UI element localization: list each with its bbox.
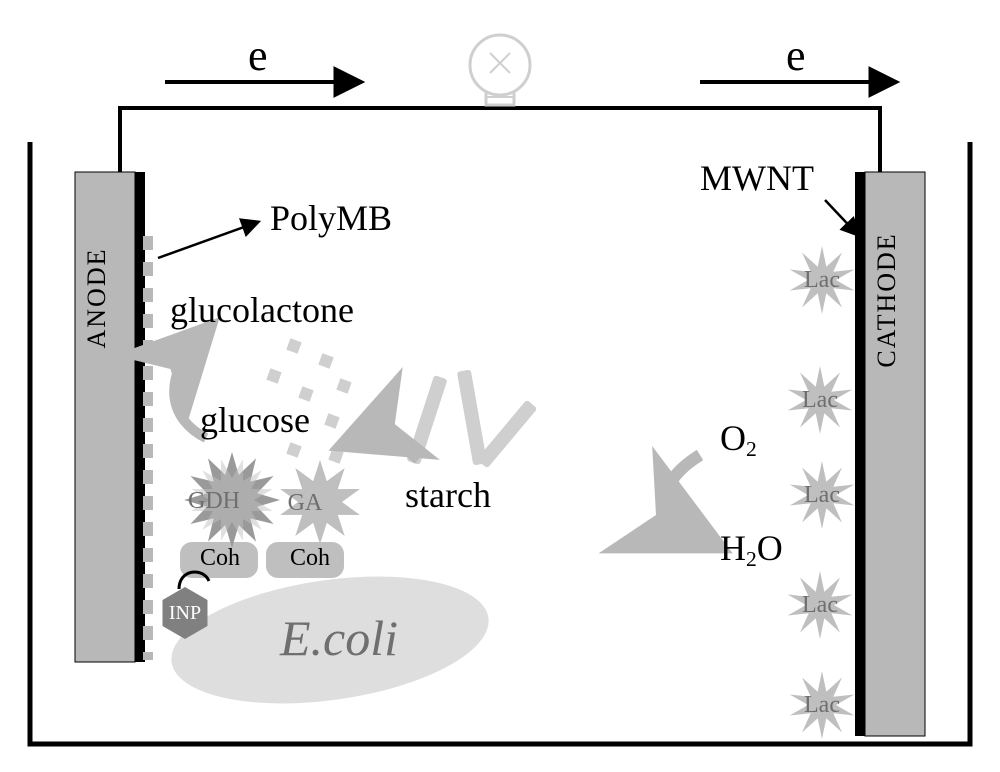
anode-label: ANODE: [82, 248, 111, 349]
polymb-pointer-arrow: [158, 222, 258, 258]
lac-label-0: Lac: [804, 267, 840, 293]
cathode-label: CATHODE: [872, 232, 901, 367]
diagram-canvas: e e ANODE CATHODE PolyMB MWNT glucolactone gluc…: [0, 0, 1000, 772]
polymb-label: PolyMB: [270, 198, 392, 238]
inp-label: INP: [169, 602, 201, 624]
coh-label-2: Coh: [290, 545, 330, 571]
anode-electrode: [75, 172, 145, 662]
ecoli-label: E.coli: [279, 610, 398, 666]
lac-label-4: Lac: [804, 692, 840, 718]
lac-label-3: Lac: [802, 592, 838, 618]
lightbulb-icon: [470, 35, 530, 105]
lac-label-1: Lac: [802, 387, 838, 413]
h2o-label: H2O: [720, 528, 783, 571]
o2-label: O2: [720, 418, 757, 461]
electron-label-right: e: [786, 31, 806, 80]
electron-label-left: e: [248, 31, 268, 80]
starch-to-glucose-arrow: [355, 436, 418, 460]
starch-label: starch: [405, 475, 491, 515]
starch-rods: [406, 370, 537, 469]
coh-label-1: Coh: [200, 545, 240, 571]
lac-label-2: Lac: [804, 482, 840, 508]
glucose-label: glucose: [200, 400, 310, 440]
glucolactone-label: glucolactone: [170, 290, 354, 330]
o2-to-h2o-arrow: [666, 455, 702, 538]
mwnt-label: MWNT: [700, 158, 814, 198]
ga-label: GA: [288, 490, 323, 516]
mwnt-pointer-arrow: [825, 200, 858, 235]
gdh-label: GDH: [188, 488, 240, 514]
